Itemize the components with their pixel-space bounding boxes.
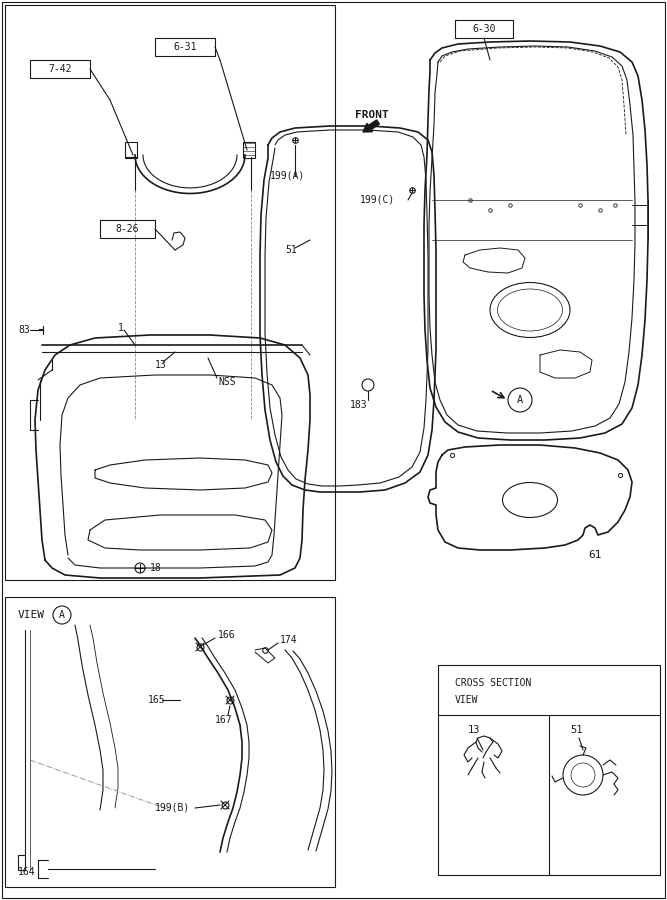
- Bar: [438, 665, 660, 875]
- Text: 13: 13: [468, 725, 480, 735]
- Text: 167: 167: [215, 715, 233, 725]
- Circle shape: [362, 379, 374, 391]
- Text: 51: 51: [570, 725, 582, 735]
- Circle shape: [53, 606, 71, 624]
- Bar: [155, 38, 215, 56]
- Text: 183: 183: [350, 400, 368, 410]
- Bar: [5, 5, 335, 580]
- Text: 6-31: 6-31: [173, 42, 197, 52]
- Text: VIEW: VIEW: [18, 610, 45, 620]
- Text: 13: 13: [155, 360, 167, 370]
- Text: 6-30: 6-30: [472, 24, 496, 34]
- Text: 199(B): 199(B): [155, 803, 190, 813]
- Text: 51: 51: [285, 245, 297, 255]
- Text: 166: 166: [218, 630, 235, 640]
- Text: A: A: [517, 395, 523, 405]
- Bar: [5, 597, 335, 887]
- Text: 165: 165: [148, 695, 165, 705]
- Text: VIEW: VIEW: [455, 695, 478, 705]
- Text: 1: 1: [118, 323, 124, 333]
- Bar: [30, 60, 90, 78]
- Text: 199(C): 199(C): [360, 195, 396, 205]
- Text: NSS: NSS: [218, 377, 235, 387]
- Text: A: A: [59, 610, 65, 620]
- Circle shape: [135, 563, 145, 573]
- Text: 174: 174: [280, 635, 297, 645]
- Bar: [243, 142, 255, 158]
- Text: 7-42: 7-42: [48, 64, 72, 74]
- FancyArrow shape: [363, 120, 380, 132]
- Text: 164: 164: [18, 867, 35, 877]
- Circle shape: [508, 388, 532, 412]
- Text: CROSS SECTION: CROSS SECTION: [455, 678, 532, 688]
- Text: 199(A): 199(A): [270, 170, 305, 180]
- Text: 8-26: 8-26: [116, 224, 139, 234]
- Text: FRONT: FRONT: [355, 110, 389, 120]
- Bar: [455, 20, 513, 38]
- Text: 18: 18: [150, 563, 162, 573]
- Text: 83: 83: [18, 325, 30, 335]
- Bar: [125, 142, 137, 158]
- Bar: [100, 220, 155, 238]
- Text: 61: 61: [588, 550, 602, 560]
- Bar: [438, 665, 660, 715]
